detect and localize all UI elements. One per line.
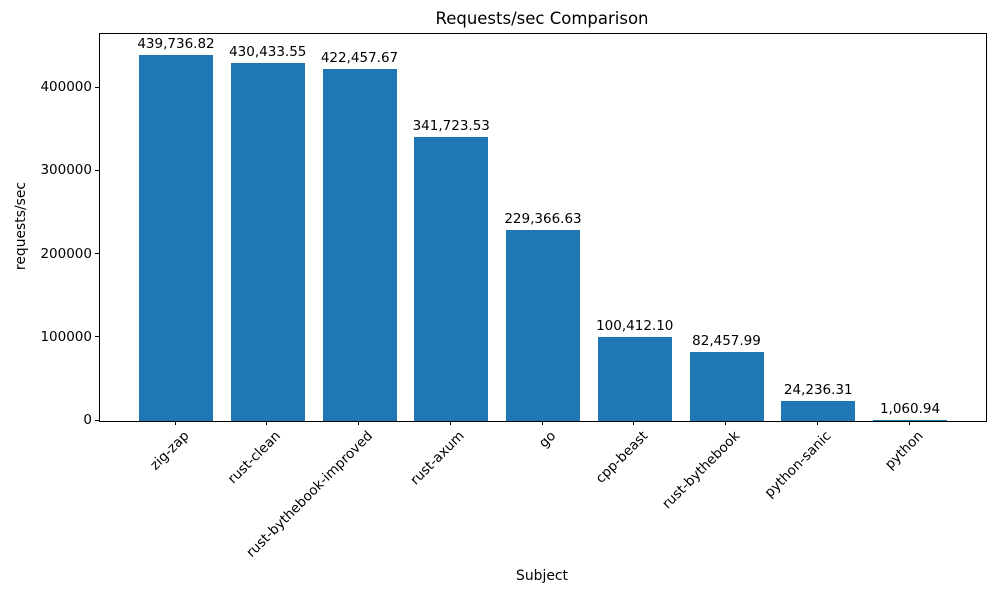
x-tick-mark: [541, 421, 543, 425]
bar-cpp-beast: [597, 337, 672, 421]
x-tick-label: rust-bythebook: [658, 428, 743, 513]
bar-value-label: 24,236.31: [783, 381, 853, 398]
bar-go: [506, 230, 580, 421]
x-tick-mark: [633, 421, 635, 425]
y-tick-mark: [95, 336, 99, 338]
x-tick-label: rust-axum: [407, 428, 468, 489]
x-tick-label: go: [536, 428, 560, 452]
y-tick-label: 200000: [40, 245, 92, 262]
bar-zig-zap: [139, 55, 213, 421]
bar-rust-clean: [230, 62, 305, 421]
y-tick-label: 300000: [40, 162, 92, 179]
bar-value-label: 422,457.67: [320, 50, 399, 67]
bar-value-label: 82,457.99: [692, 333, 761, 350]
bar-value-label: 430,433.55: [229, 43, 307, 60]
bar-value-label: 100,412.10: [596, 318, 674, 335]
x-tick-mark: [816, 421, 818, 425]
y-tick-mark: [95, 169, 99, 171]
x-tick-label: zig-zap: [146, 428, 193, 474]
x-tick-mark: [266, 421, 268, 425]
y-tick-mark: [95, 253, 99, 255]
bar-value-label: 439,736.82: [137, 36, 215, 53]
bar-python-sanic: [781, 400, 856, 421]
y-axis-label: requests/sec: [13, 181, 29, 271]
bar-rust-axum: [414, 136, 489, 421]
x-tick-label: rust-clean: [224, 428, 285, 488]
bar-rust-bythebook-improved: [322, 69, 397, 421]
bar-value-label: 341,723.53: [412, 117, 490, 134]
chart-title: Requests/sec Comparison: [435, 9, 649, 28]
bar-rust-bythebook: [689, 352, 764, 421]
bar-python: [873, 420, 947, 421]
x-axis-label: Subject: [516, 568, 568, 584]
x-tick-mark: [449, 421, 451, 425]
x-tick-label: python: [881, 428, 927, 473]
y-tick-label: 400000: [40, 79, 92, 96]
x-tick-mark: [358, 421, 359, 425]
plot-area: 439,736.82 430,433.55 422,457.67 341,723.53…: [99, 33, 987, 422]
bar-value-label: 229,366.63: [504, 211, 582, 228]
y-tick-mark: [95, 86, 99, 88]
y-tick-mark: [95, 419, 99, 421]
x-tick-label: cpp-beast: [592, 428, 652, 487]
x-tick-mark: [725, 421, 726, 425]
bar-value-label: 1,060.94: [879, 401, 941, 417]
y-tick-label: 100000: [40, 328, 92, 345]
x-tick-mark: [908, 421, 910, 425]
x-tick-label: python-sanic: [761, 428, 835, 501]
x-tick-mark: [174, 421, 176, 425]
y-tick-label: 0: [83, 412, 92, 428]
